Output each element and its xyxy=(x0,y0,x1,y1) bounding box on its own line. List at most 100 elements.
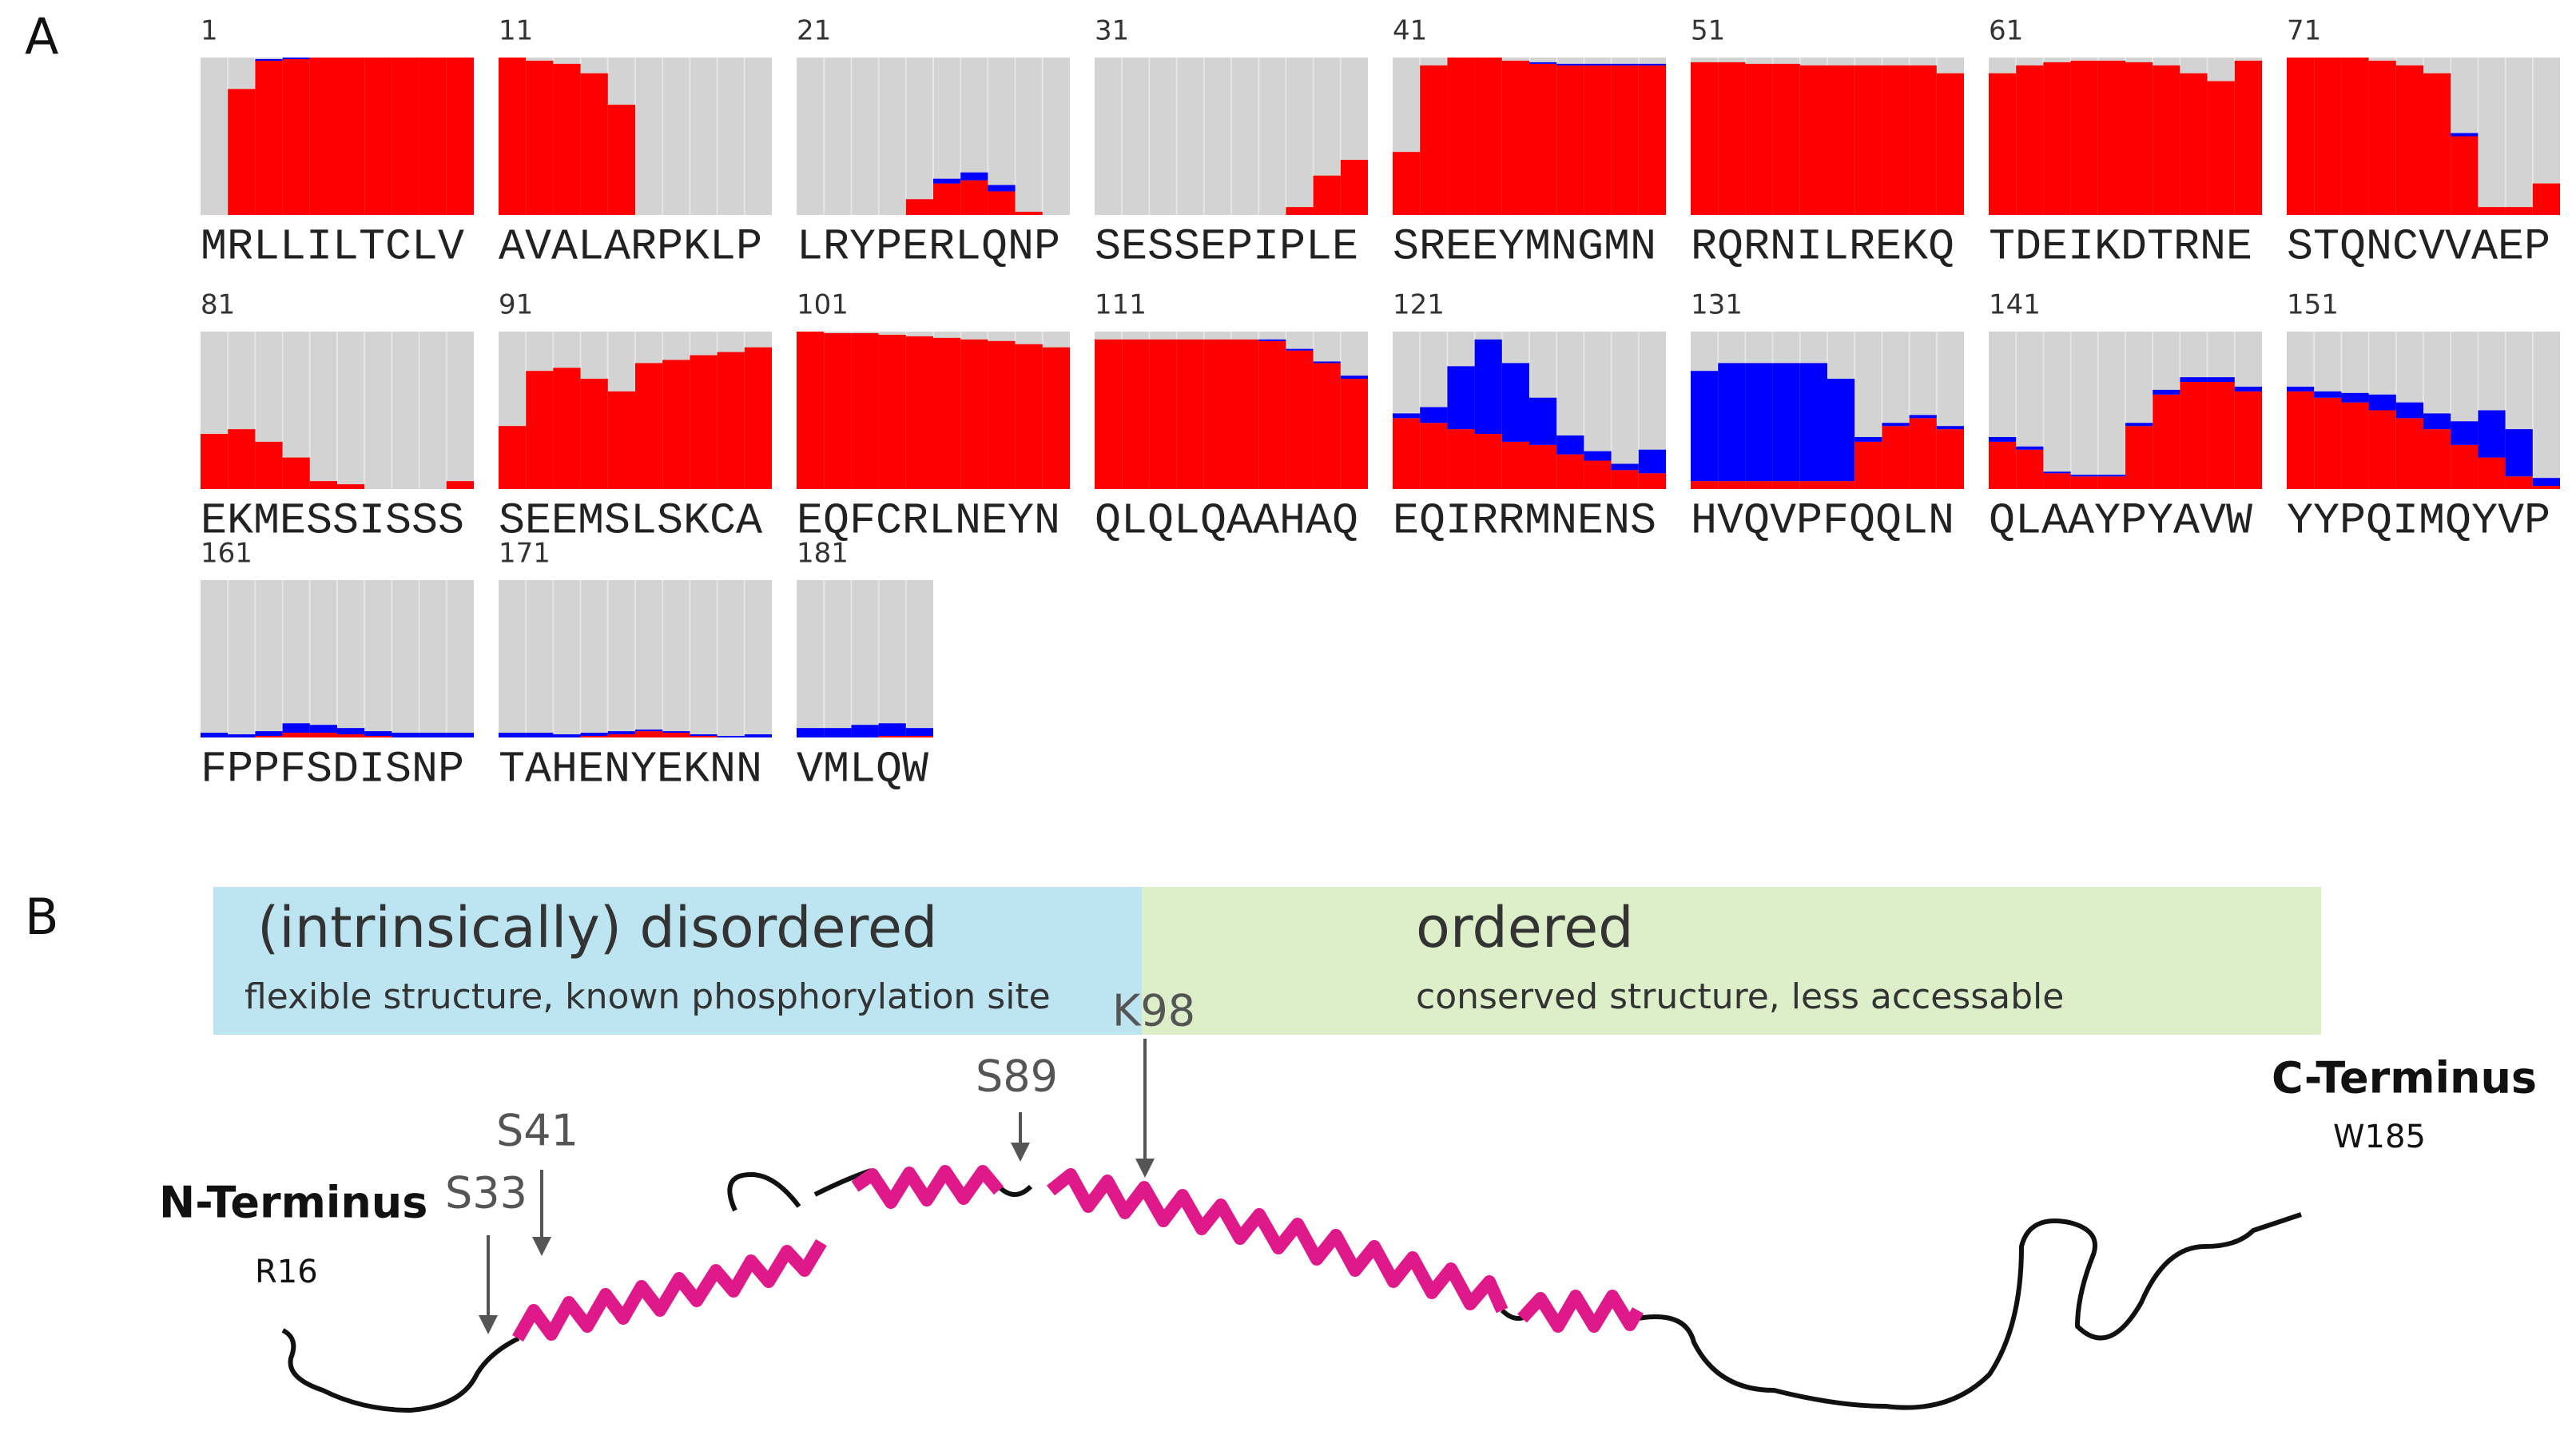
strand-bar xyxy=(744,734,772,737)
sequence: MRLLILTCLV xyxy=(201,222,464,272)
helix-bar xyxy=(1584,460,1612,489)
helix-bar xyxy=(1584,65,1612,215)
strand-bar xyxy=(2097,475,2125,477)
strand-bar xyxy=(446,733,474,737)
residue-number: 21 xyxy=(797,15,831,47)
region-subtitle: flexible structure, known phosphorylatio… xyxy=(244,976,1051,1017)
strand-bar xyxy=(1286,348,1314,351)
strand-bar xyxy=(282,58,310,59)
helix-bar xyxy=(337,484,365,489)
helix-bar xyxy=(1447,58,1475,215)
helix-bar xyxy=(1149,339,1177,489)
strand-bar xyxy=(526,733,554,737)
helix-bar xyxy=(255,441,283,489)
helix-bar xyxy=(2451,136,2479,215)
helix-bar xyxy=(1286,350,1314,489)
residue-number: 91 xyxy=(499,289,533,321)
residue-number: 141 xyxy=(1989,289,2041,321)
helix-bar xyxy=(553,63,581,215)
helix-bar xyxy=(905,199,933,215)
helix-bar xyxy=(1909,418,1937,489)
helix-bar xyxy=(1638,65,1666,215)
helix-bar xyxy=(419,58,447,215)
helix-bar xyxy=(1638,473,1666,489)
sequence: QLQLQAAHAQ xyxy=(1095,496,1358,547)
helix-bar xyxy=(309,481,337,489)
protein-helix xyxy=(851,1165,1004,1209)
helix-bar xyxy=(1745,481,1773,489)
residue-number: 31 xyxy=(1095,15,1129,47)
helix-bar xyxy=(2207,81,2235,215)
helix-bar xyxy=(201,434,229,489)
protein-helix xyxy=(512,1238,827,1342)
strand-bar xyxy=(2153,389,2180,395)
helix-bar xyxy=(717,352,745,489)
helix-bar xyxy=(2125,426,2153,489)
strand-bar xyxy=(1584,63,1612,66)
protein-helix xyxy=(1047,1168,1509,1314)
helix-bar xyxy=(1286,207,1314,215)
strand-bar xyxy=(2016,446,2044,450)
helix-bar xyxy=(2043,473,2071,489)
helix-bar xyxy=(1258,340,1286,489)
strand-bar xyxy=(1989,436,2017,442)
strand-bar xyxy=(2395,402,2423,419)
terminus-label: N-Terminus xyxy=(159,1178,427,1228)
strand-bar xyxy=(419,733,447,737)
strand-bar xyxy=(255,58,283,61)
strand-bar xyxy=(2287,386,2315,392)
strand-bar xyxy=(2532,478,2560,487)
helix-bar xyxy=(1882,426,1910,489)
strand-bar xyxy=(337,728,365,735)
ordered-region xyxy=(1142,887,2321,1035)
helix-bar xyxy=(2341,402,2369,489)
strand-bar xyxy=(2451,421,2479,445)
helix-bar xyxy=(2125,62,2153,215)
strand-bar xyxy=(717,736,745,737)
helix-bar xyxy=(1556,454,1584,489)
strand-bar xyxy=(2341,392,2369,403)
sequence: LRYPERLQNP xyxy=(797,222,1060,272)
strand-bar xyxy=(2180,377,2208,383)
strand-bar xyxy=(2368,394,2396,411)
helix-bar xyxy=(1340,160,1368,215)
terminus-residue: R16 xyxy=(255,1254,318,1290)
helix-bar xyxy=(851,332,879,489)
strand-bar xyxy=(1936,426,1964,430)
helix-bar xyxy=(2532,486,2560,489)
strand-bar xyxy=(851,725,879,737)
strand-bar xyxy=(690,734,718,737)
block-background xyxy=(797,580,933,737)
helix-bar xyxy=(2180,382,2208,489)
strand-bar xyxy=(499,733,527,737)
residue-number: 131 xyxy=(1691,289,1743,321)
helix-bar xyxy=(1936,73,1964,215)
helix-bar xyxy=(1718,62,1746,215)
site-label: S33 xyxy=(445,1168,527,1218)
strand-bar xyxy=(1638,449,1666,474)
strand-bar xyxy=(1882,423,1910,427)
helix-bar xyxy=(1827,65,1855,215)
helix-bar xyxy=(2234,391,2262,489)
helix-bar xyxy=(2153,65,2180,215)
strand-bar xyxy=(1691,371,1719,482)
strand-bar xyxy=(905,728,933,737)
region-title: (intrinsically) disordered xyxy=(257,895,937,960)
helix-bar xyxy=(690,736,718,737)
helix-bar xyxy=(1556,65,1584,215)
sequence: SEEMSLSKCA xyxy=(499,496,762,547)
strand-bar xyxy=(1799,363,1827,482)
strand-bar xyxy=(2451,133,2479,137)
site-arrows xyxy=(479,1039,1155,1334)
helix-bar xyxy=(2043,62,2071,215)
strand-bar xyxy=(988,185,1016,192)
helix-bar xyxy=(662,360,690,489)
helix-bar xyxy=(2505,207,2533,215)
strand-bar xyxy=(2207,377,2235,383)
helix-bar xyxy=(309,733,337,737)
strand-bar xyxy=(392,733,419,737)
helix-bar xyxy=(905,736,933,737)
strand-bar xyxy=(2505,429,2533,477)
strand-bar xyxy=(1827,379,1855,482)
